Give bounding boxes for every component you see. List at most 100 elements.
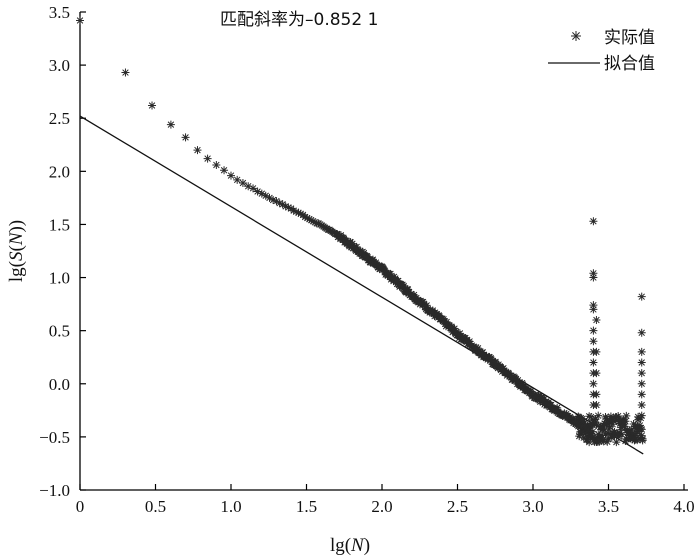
data-point — [348, 239, 357, 248]
data-point — [622, 435, 631, 444]
data-point — [614, 412, 623, 421]
data-point — [272, 197, 281, 206]
data-point — [573, 418, 582, 427]
data-point — [420, 300, 429, 309]
data-point — [575, 432, 584, 441]
data-point — [539, 396, 548, 405]
data-point — [592, 390, 601, 399]
y-label-var2: N — [6, 231, 27, 246]
x-tick-label: 0 — [76, 497, 85, 516]
data-point — [589, 358, 598, 367]
data-point — [592, 316, 601, 325]
data-point — [637, 411, 646, 420]
data-point — [499, 364, 508, 373]
y-tick-label: 2.5 — [49, 109, 70, 128]
data-point — [368, 255, 377, 264]
data-point — [455, 329, 464, 338]
y-tick-label: 2.0 — [49, 162, 70, 181]
fit-line — [79, 115, 644, 455]
data-point — [571, 31, 581, 41]
data-point — [465, 337, 474, 346]
data-point — [281, 202, 290, 211]
data-point — [371, 258, 380, 267]
data-point — [608, 420, 617, 429]
data-point — [585, 412, 594, 421]
data-point — [553, 403, 562, 412]
data-point — [275, 199, 284, 208]
data-point — [592, 401, 601, 410]
data-point — [594, 411, 603, 420]
data-point — [637, 347, 646, 356]
data-point — [539, 395, 548, 404]
data-point — [601, 430, 610, 439]
data-point — [578, 428, 587, 437]
data-point — [303, 214, 312, 223]
data-point — [589, 337, 598, 346]
data-point — [301, 213, 310, 222]
data-point — [292, 207, 301, 216]
data-point — [602, 414, 611, 423]
x-tick-label: 1.0 — [220, 497, 241, 516]
data-point — [637, 328, 646, 337]
y-tick-label: −0.5 — [39, 428, 70, 447]
data-point — [592, 347, 601, 356]
x-axis-ticks: 0 0.5 1.0 1.5 2.0 2.5 3.0 3.5 4.0 — [76, 484, 695, 516]
data-point — [595, 437, 604, 446]
data-point — [591, 415, 600, 424]
data-point — [585, 438, 594, 447]
data-point — [386, 269, 395, 278]
x-tick-label: 2.0 — [371, 497, 392, 516]
data-point — [296, 209, 305, 218]
data-point — [547, 401, 556, 410]
data-point — [193, 146, 202, 155]
data-point — [612, 412, 621, 421]
data-point — [220, 166, 229, 175]
data-point — [487, 355, 496, 364]
data-point — [278, 200, 287, 209]
data-point — [589, 379, 598, 388]
data-point — [588, 427, 597, 436]
data-point — [352, 242, 361, 251]
data-point — [633, 422, 642, 431]
data-point — [634, 412, 643, 421]
data-point — [284, 203, 293, 212]
x-label-prefix: lg( — [330, 535, 351, 556]
data-point — [76, 16, 84, 25]
data-point — [592, 420, 601, 429]
chart-title: 匹配斜率为–0.852 1 — [220, 10, 378, 30]
data-point — [587, 419, 596, 428]
x-tick-label: 3.0 — [522, 497, 543, 516]
data-point — [403, 285, 412, 294]
data-point — [419, 298, 428, 307]
x-axis-label: lg(N) — [330, 535, 370, 556]
x-tick-label: 3.5 — [598, 497, 619, 516]
data-point — [498, 367, 507, 376]
data-point — [490, 359, 499, 368]
data-point — [474, 344, 483, 353]
data-point — [518, 379, 527, 388]
data-point — [399, 281, 408, 290]
data-point — [637, 358, 646, 367]
data-point — [478, 348, 487, 357]
data-point — [636, 414, 645, 423]
data-point — [203, 154, 212, 163]
plot-frame — [79, 12, 688, 491]
data-point — [448, 324, 457, 333]
data-point — [637, 369, 646, 378]
data-point — [440, 317, 449, 326]
data-point — [589, 305, 598, 314]
data-point — [612, 438, 621, 447]
data-point — [442, 318, 451, 327]
data-point — [212, 160, 221, 169]
data-point — [605, 424, 614, 433]
data-point — [305, 215, 314, 224]
fit-series — [79, 115, 644, 455]
data-point — [447, 322, 456, 331]
data-point — [518, 380, 527, 389]
data-point — [597, 431, 606, 440]
data-point — [589, 269, 598, 278]
data-point — [637, 425, 646, 434]
data-point — [601, 412, 610, 421]
